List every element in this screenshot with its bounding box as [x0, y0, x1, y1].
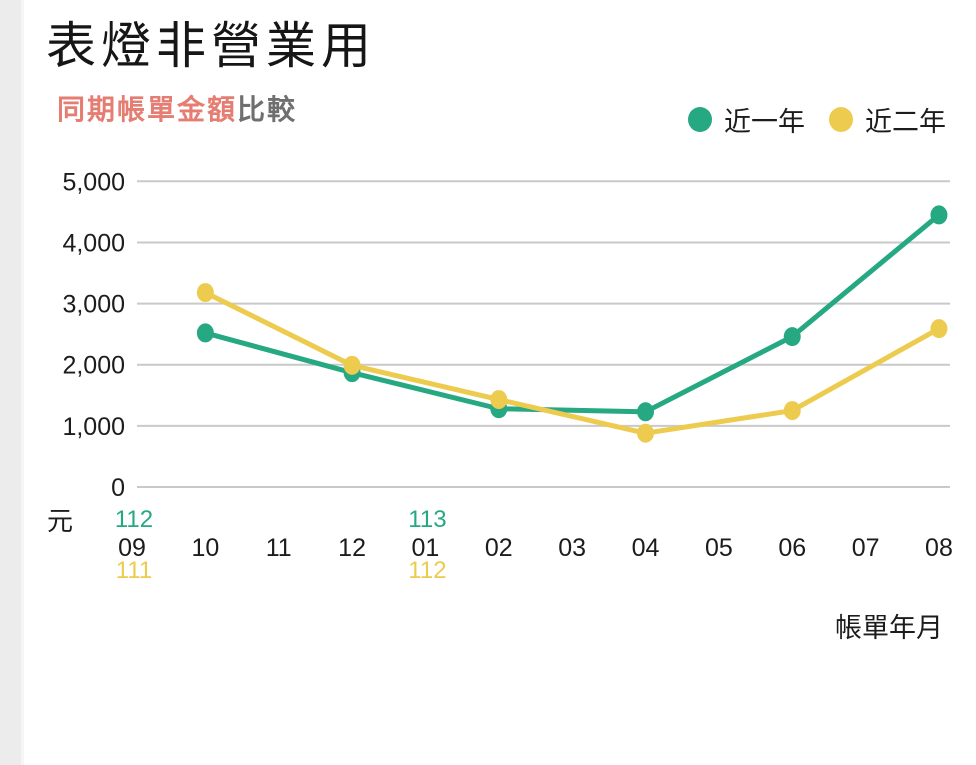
- y-tick-label-3000: 3,000: [62, 291, 125, 319]
- x-tick-label-06: 06: [778, 534, 806, 562]
- x-tick-label-11: 11: [266, 534, 292, 562]
- legend-dot-two-years-ago: [829, 107, 853, 132]
- data-point-recent-year-04: [637, 402, 655, 422]
- year-annotation-bottom-01: 112: [408, 557, 446, 584]
- data-point-two-years-ago-02: [490, 390, 508, 410]
- legend-item-recent-year[interactable]: 近一年: [688, 100, 805, 139]
- legend-item-two-years-ago[interactable]: 近二年: [829, 100, 946, 139]
- data-point-two-years-ago-06: [783, 401, 801, 421]
- data-point-two-years-ago-04: [637, 423, 655, 443]
- data-point-two-years-ago-10: [196, 283, 214, 303]
- screen-edge-strip: [0, 0, 24, 765]
- legend-label-recent-year: 近一年: [724, 107, 805, 137]
- x-tick-label-08: 08: [925, 534, 953, 562]
- x-axis-title: 帳單年月: [835, 613, 943, 643]
- page-title: 表燈非營業用: [46, 18, 376, 74]
- y-tick-label-1000: 1,000: [62, 413, 125, 441]
- chart-legend: 近一年 近二年: [688, 100, 946, 139]
- data-point-two-years-ago-08: [930, 319, 948, 339]
- data-point-two-years-ago-12: [343, 355, 361, 375]
- year-annotation-bottom-09: 111: [116, 557, 152, 584]
- chart-subtitle: 同期帳單金額比較: [57, 88, 297, 128]
- x-tick-label-05: 05: [705, 534, 733, 562]
- y-tick-label-4000: 4,000: [62, 229, 125, 257]
- x-tick-label-04: 04: [632, 534, 660, 562]
- x-tick-label-07: 07: [852, 534, 880, 562]
- x-tick-label-09: 09: [118, 534, 146, 562]
- y-tick-label-5000: 5,000: [62, 168, 125, 196]
- data-point-recent-year-10: [196, 323, 214, 343]
- year-annotation-top-01: 113: [408, 506, 446, 533]
- series-line-recent-year: [202, 212, 942, 415]
- chart-subtitle-highlight: 同期帳單金額: [57, 94, 238, 125]
- legend-dot-recent-year: [688, 107, 712, 132]
- chart-subtitle-rest: 比較: [237, 94, 298, 125]
- legend-label-two-years-ago: 近二年: [865, 107, 946, 137]
- y-axis-unit-label: 元: [47, 506, 73, 536]
- y-tick-label-2000: 2,000: [62, 352, 125, 380]
- x-tick-label-01: 01: [412, 534, 440, 562]
- data-point-recent-year-06: [783, 327, 801, 347]
- y-tick-label-0: 0: [111, 474, 125, 502]
- year-annotation-top-09: 112: [115, 506, 153, 533]
- x-tick-label-12: 12: [338, 534, 366, 562]
- data-point-recent-year-08: [930, 205, 948, 225]
- x-tick-label-02: 02: [485, 534, 513, 562]
- x-tick-label-10: 10: [191, 534, 219, 562]
- x-tick-label-03: 03: [558, 534, 586, 562]
- series-line-two-years-ago: [202, 290, 942, 436]
